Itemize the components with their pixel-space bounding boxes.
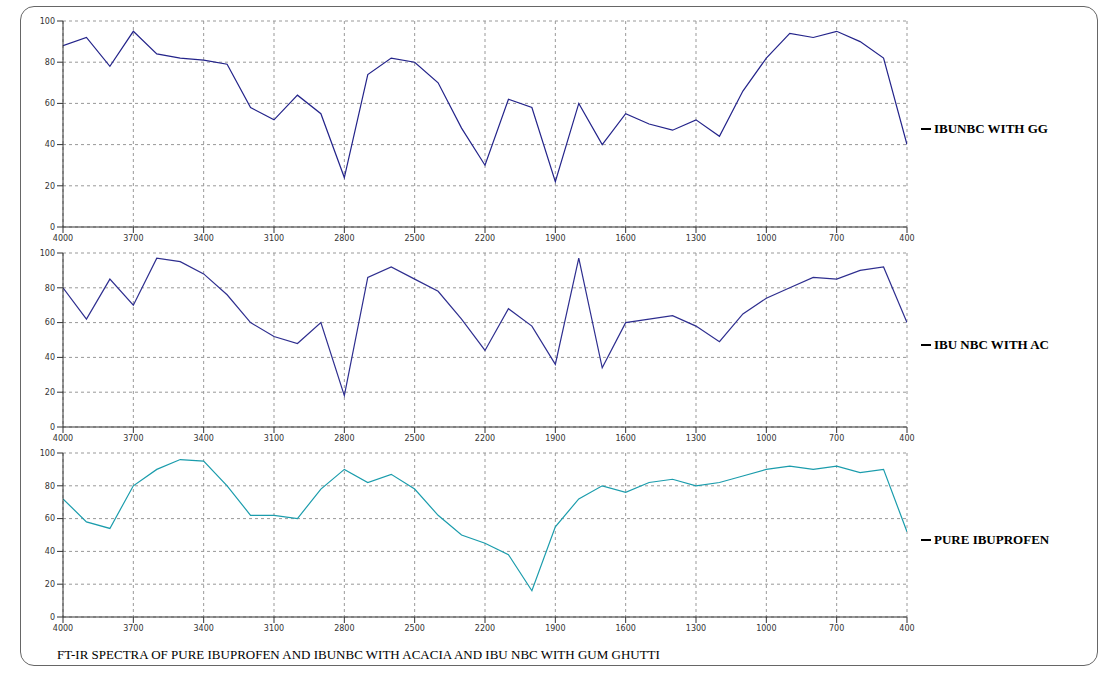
svg-text:4000: 4000 (53, 434, 73, 443)
svg-text:40: 40 (45, 140, 55, 149)
svg-text:1900: 1900 (545, 434, 565, 443)
svg-text:20: 20 (45, 580, 55, 589)
svg-text:80: 80 (45, 284, 55, 293)
svg-text:1000: 1000 (756, 234, 776, 243)
html-text:IBU NBC WITH AC: IBU NBC WITH AC (934, 337, 1049, 352)
svg-text:2200: 2200 (475, 234, 495, 243)
svg-text:1300: 1300 (686, 234, 706, 243)
svg-text:20: 20 (45, 388, 55, 397)
svg-text:400: 400 (899, 624, 914, 633)
svg-text:2200: 2200 (475, 434, 495, 443)
svg-text:0: 0 (50, 613, 55, 622)
svg-text:1600: 1600 (615, 434, 635, 443)
svg-text:1300: 1300 (686, 434, 706, 443)
svg-text:2500: 2500 (404, 624, 424, 633)
html-text:PURE IBUPROFEN: PURE IBUPROFEN (934, 532, 1050, 547)
svg-text:1300: 1300 (686, 624, 706, 633)
svg-text:400: 400 (899, 234, 914, 243)
svg-text:700: 700 (829, 234, 844, 243)
svg-text:100: 100 (40, 17, 55, 26)
svg-text:60: 60 (45, 99, 55, 108)
svg-text:60: 60 (45, 514, 55, 523)
svg-text:0: 0 (50, 223, 55, 232)
svg-text:40: 40 (45, 353, 55, 362)
svg-text:1000: 1000 (756, 434, 776, 443)
svg-text:1600: 1600 (615, 234, 635, 243)
html-text:IBUNBC WITH GG: IBUNBC WITH GG (934, 121, 1048, 136)
svg-text:3100: 3100 (264, 234, 284, 243)
svg-text:100: 100 (40, 249, 55, 258)
svg-text:100: 100 (40, 449, 55, 458)
svg-text:3100: 3100 (264, 624, 284, 633)
svg-text:4000: 4000 (53, 624, 73, 633)
svg-text:1600: 1600 (615, 624, 635, 633)
svg-text:700: 700 (829, 624, 844, 633)
svg-text:3400: 3400 (193, 624, 213, 633)
html-text:FT-IR SPECTRA OF PURE IBUPROFE: FT-IR SPECTRA OF PURE IBUPROFEN AND IBUN… (57, 647, 660, 662)
svg-text:80: 80 (45, 58, 55, 67)
svg-text:1900: 1900 (545, 234, 565, 243)
svg-text:1000: 1000 (756, 624, 776, 633)
svg-text:0: 0 (50, 423, 55, 432)
svg-text:4000: 4000 (53, 234, 73, 243)
svg-text:80: 80 (45, 482, 55, 491)
svg-text:3700: 3700 (123, 624, 143, 633)
svg-text:40: 40 (45, 547, 55, 556)
svg-text:2200: 2200 (475, 624, 495, 633)
svg-text:20: 20 (45, 182, 55, 191)
svg-text:2500: 2500 (404, 234, 424, 243)
svg-text:3700: 3700 (123, 434, 143, 443)
svg-text:3400: 3400 (193, 434, 213, 443)
svg-text:700: 700 (829, 434, 844, 443)
svg-text:2500: 2500 (404, 434, 424, 443)
svg-text:2800: 2800 (334, 624, 354, 633)
svg-text:60: 60 (45, 318, 55, 327)
svg-text:2800: 2800 (334, 234, 354, 243)
svg-text:400: 400 (899, 434, 914, 443)
svg-text:3700: 3700 (123, 234, 143, 243)
svg-text:3100: 3100 (264, 434, 284, 443)
svg-text:1900: 1900 (545, 624, 565, 633)
svg-text:2800: 2800 (334, 434, 354, 443)
svg-text:3400: 3400 (193, 234, 213, 243)
